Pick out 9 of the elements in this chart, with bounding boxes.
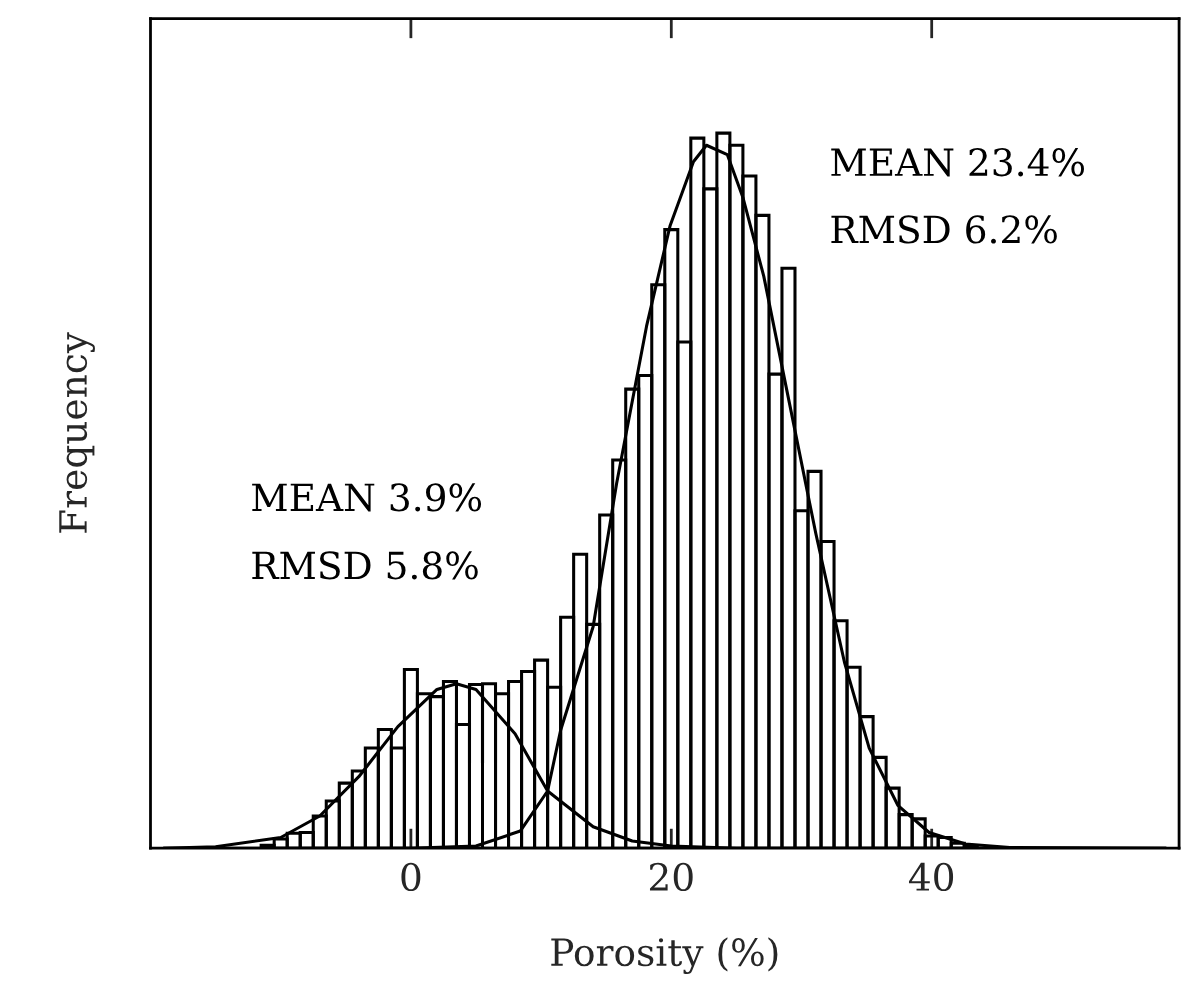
annotation: RMSD 5.8% — [252, 551, 478, 580]
y-axis-title: Frequency — [59, 332, 95, 533]
x-tick-label: 0 — [401, 862, 421, 892]
annotation: MEAN 3.9% — [252, 483, 482, 512]
annotation: RMSD 6.2% — [831, 215, 1057, 244]
x-tick-label: 20 — [649, 862, 693, 892]
x-tick-label: 40 — [908, 862, 954, 892]
x-axis-title: Porosity (%) — [551, 937, 778, 975]
annotation: MEAN 23.4% — [831, 148, 1084, 177]
